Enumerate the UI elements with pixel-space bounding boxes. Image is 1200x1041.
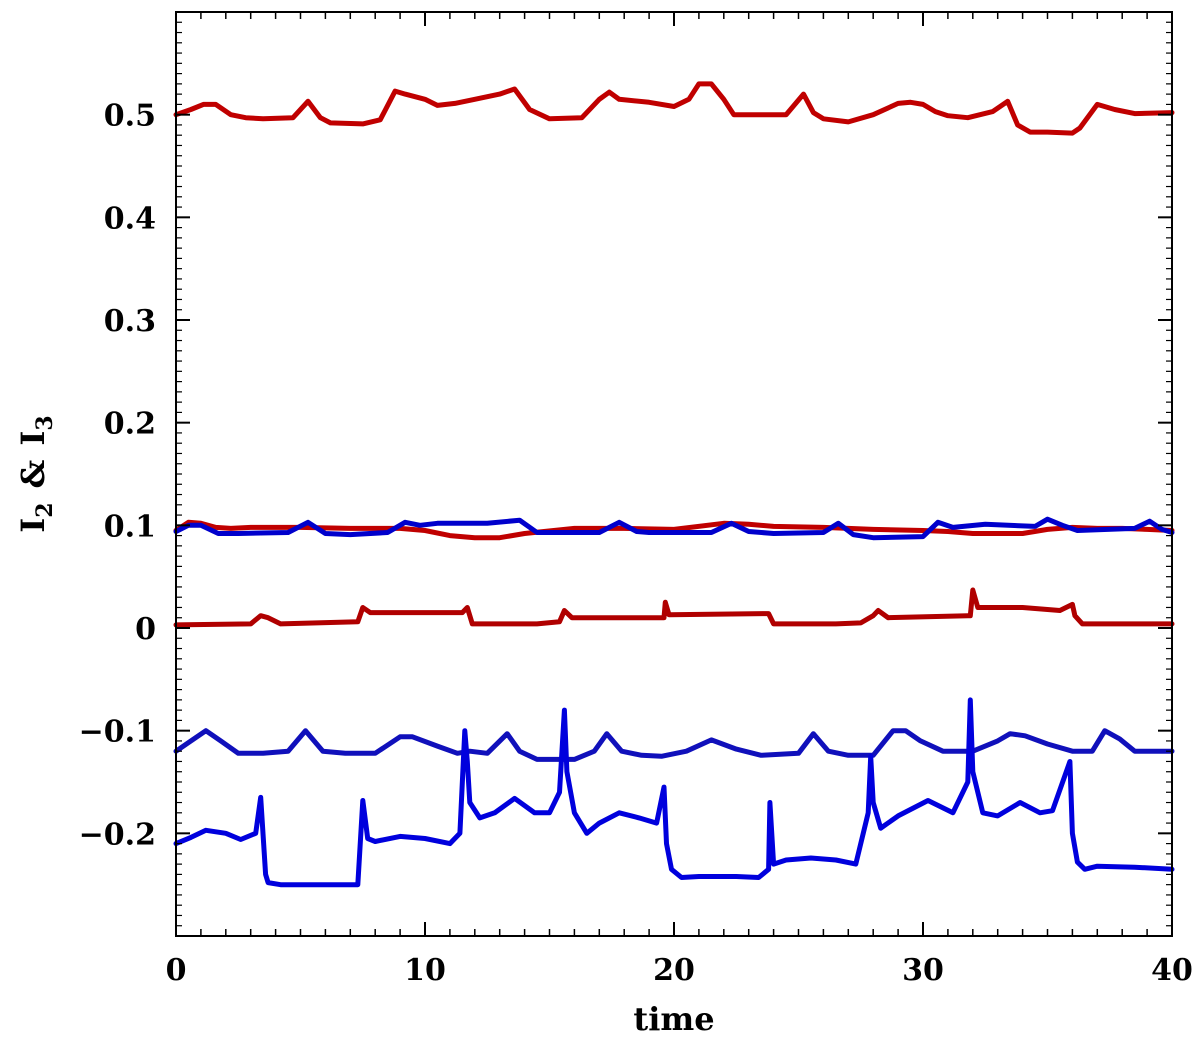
series-line-dark-red-near-0 xyxy=(173,587,1175,628)
series-line-blue-spiky-lower xyxy=(173,697,1175,888)
x-tick-label: 0 xyxy=(166,953,187,988)
y-tick-label: 0.4 xyxy=(104,201,156,236)
y-tick-label: 0.5 xyxy=(104,99,156,134)
y-label-main-2: I xyxy=(14,431,52,446)
y-axis-label: I2&I3 xyxy=(14,415,58,532)
tick-layer xyxy=(175,12,1173,936)
y-label-sub-1: 2 xyxy=(32,502,58,517)
y-tick-label: 0.3 xyxy=(104,304,156,339)
y-tick-label: 0.2 xyxy=(104,407,156,442)
y-label-main-1: I xyxy=(14,518,52,533)
y-label-sub-2: 3 xyxy=(32,415,58,430)
series-line-blue-near-0.1 xyxy=(173,516,1175,541)
series-line-red-near-0.1 xyxy=(173,519,1175,541)
y-tick-label: 0.1 xyxy=(104,509,156,544)
y-tick-label: −0.1 xyxy=(79,715,156,750)
y-tick-label: 0 xyxy=(135,612,156,647)
plot-frame xyxy=(175,11,1173,937)
x-tick-label: 30 xyxy=(902,953,944,988)
series-line-blue-near-minus-0.1 xyxy=(173,728,1175,762)
x-tick-label: 40 xyxy=(1151,953,1193,988)
series-layer xyxy=(173,81,1175,888)
y-label-amp: & xyxy=(14,459,52,488)
x-tick-label: 20 xyxy=(653,953,695,988)
y-tick-label: −0.2 xyxy=(79,817,156,852)
tick-label-layer: 0 10 20 30 40 −0.2 −0.1 0 0.1 0.2 0.3 0.4 0.5 xyxy=(79,99,1193,988)
x-axis-label: time xyxy=(633,1000,714,1036)
x-tick-label: 10 xyxy=(404,953,446,988)
series-line-red-upper-0.5 xyxy=(173,81,1175,136)
